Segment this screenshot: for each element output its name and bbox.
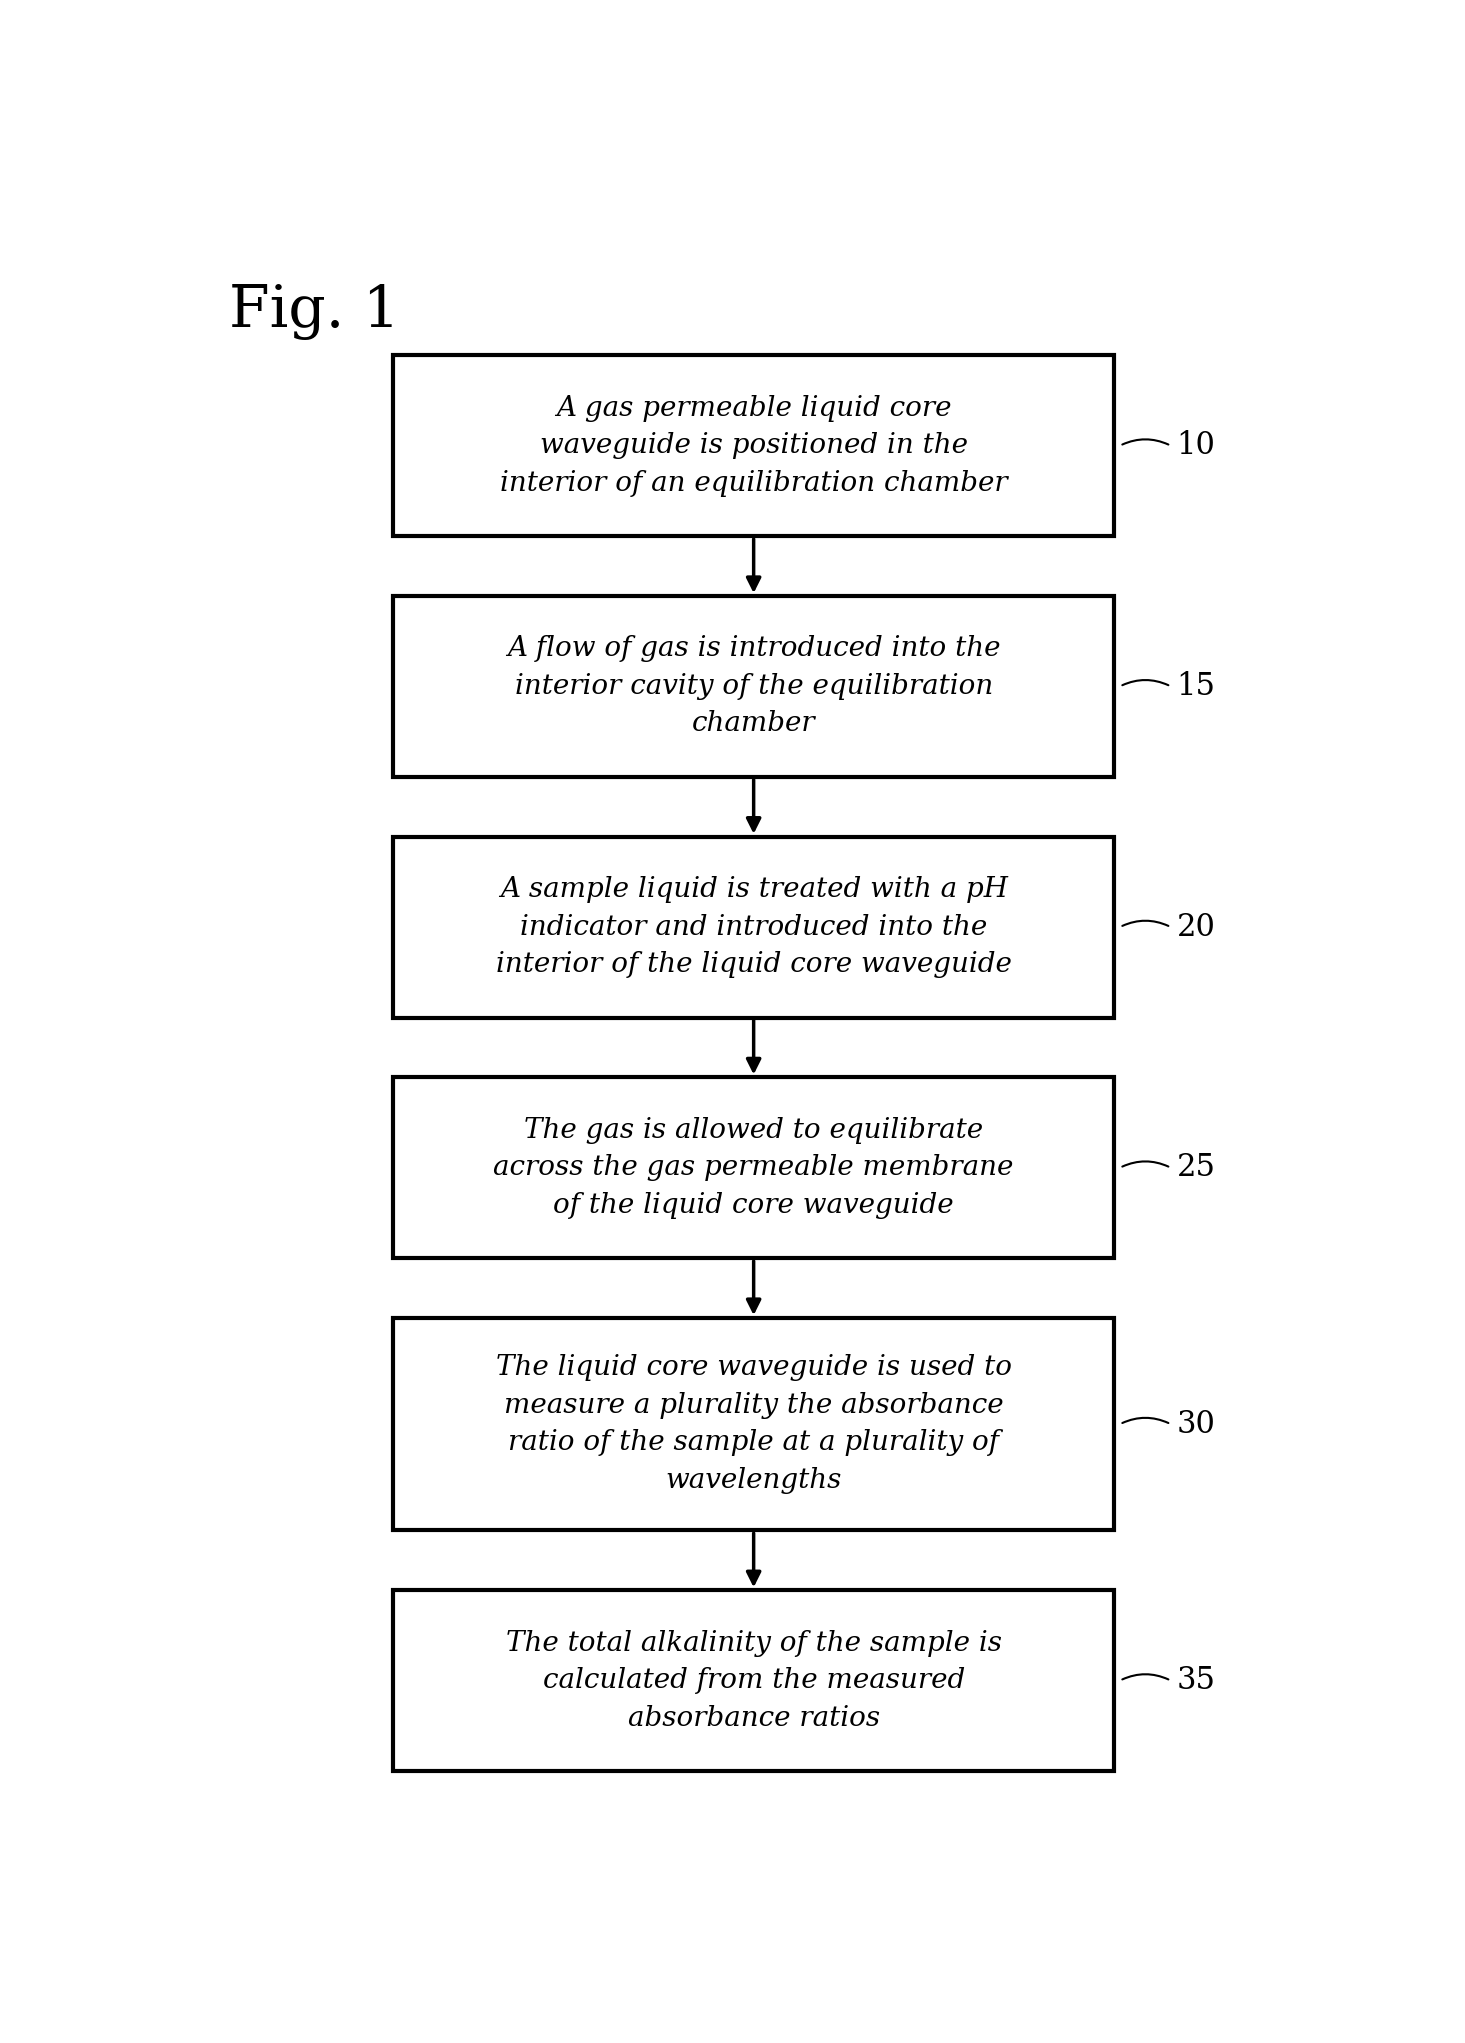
Text: The gas is allowed to equilibrate
across the gas permeable membrane
of the liqui: The gas is allowed to equilibrate across… xyxy=(494,1118,1014,1220)
Text: 15: 15 xyxy=(1176,670,1216,703)
Text: 25: 25 xyxy=(1176,1152,1216,1183)
Text: A sample liquid is treated with a pH
indicator and introduced into the
interior : A sample liquid is treated with a pH ind… xyxy=(495,876,1012,979)
Bar xyxy=(393,838,1113,1017)
Bar xyxy=(393,355,1113,535)
Text: The total alkalinity of the sample is
calculated from the measured
absorbance ra: The total alkalinity of the sample is ca… xyxy=(505,1630,1002,1732)
Text: 10: 10 xyxy=(1176,431,1216,462)
Text: 30: 30 xyxy=(1176,1410,1216,1440)
Text: A gas permeable liquid core
waveguide is positioned in the
interior of an equili: A gas permeable liquid core waveguide is… xyxy=(500,394,1008,496)
Bar xyxy=(393,597,1113,776)
Bar xyxy=(393,1318,1113,1530)
Text: Fig. 1: Fig. 1 xyxy=(229,284,400,341)
Text: 20: 20 xyxy=(1176,911,1216,942)
Text: 35: 35 xyxy=(1176,1665,1216,1696)
Text: A flow of gas is introduced into the
interior cavity of the equilibration
chambe: A flow of gas is introduced into the int… xyxy=(507,635,1001,738)
Text: The liquid core waveguide is used to
measure a plurality the absorbance
ratio of: The liquid core waveguide is used to mea… xyxy=(495,1355,1012,1493)
Bar xyxy=(393,1589,1113,1771)
Bar xyxy=(393,1077,1113,1258)
